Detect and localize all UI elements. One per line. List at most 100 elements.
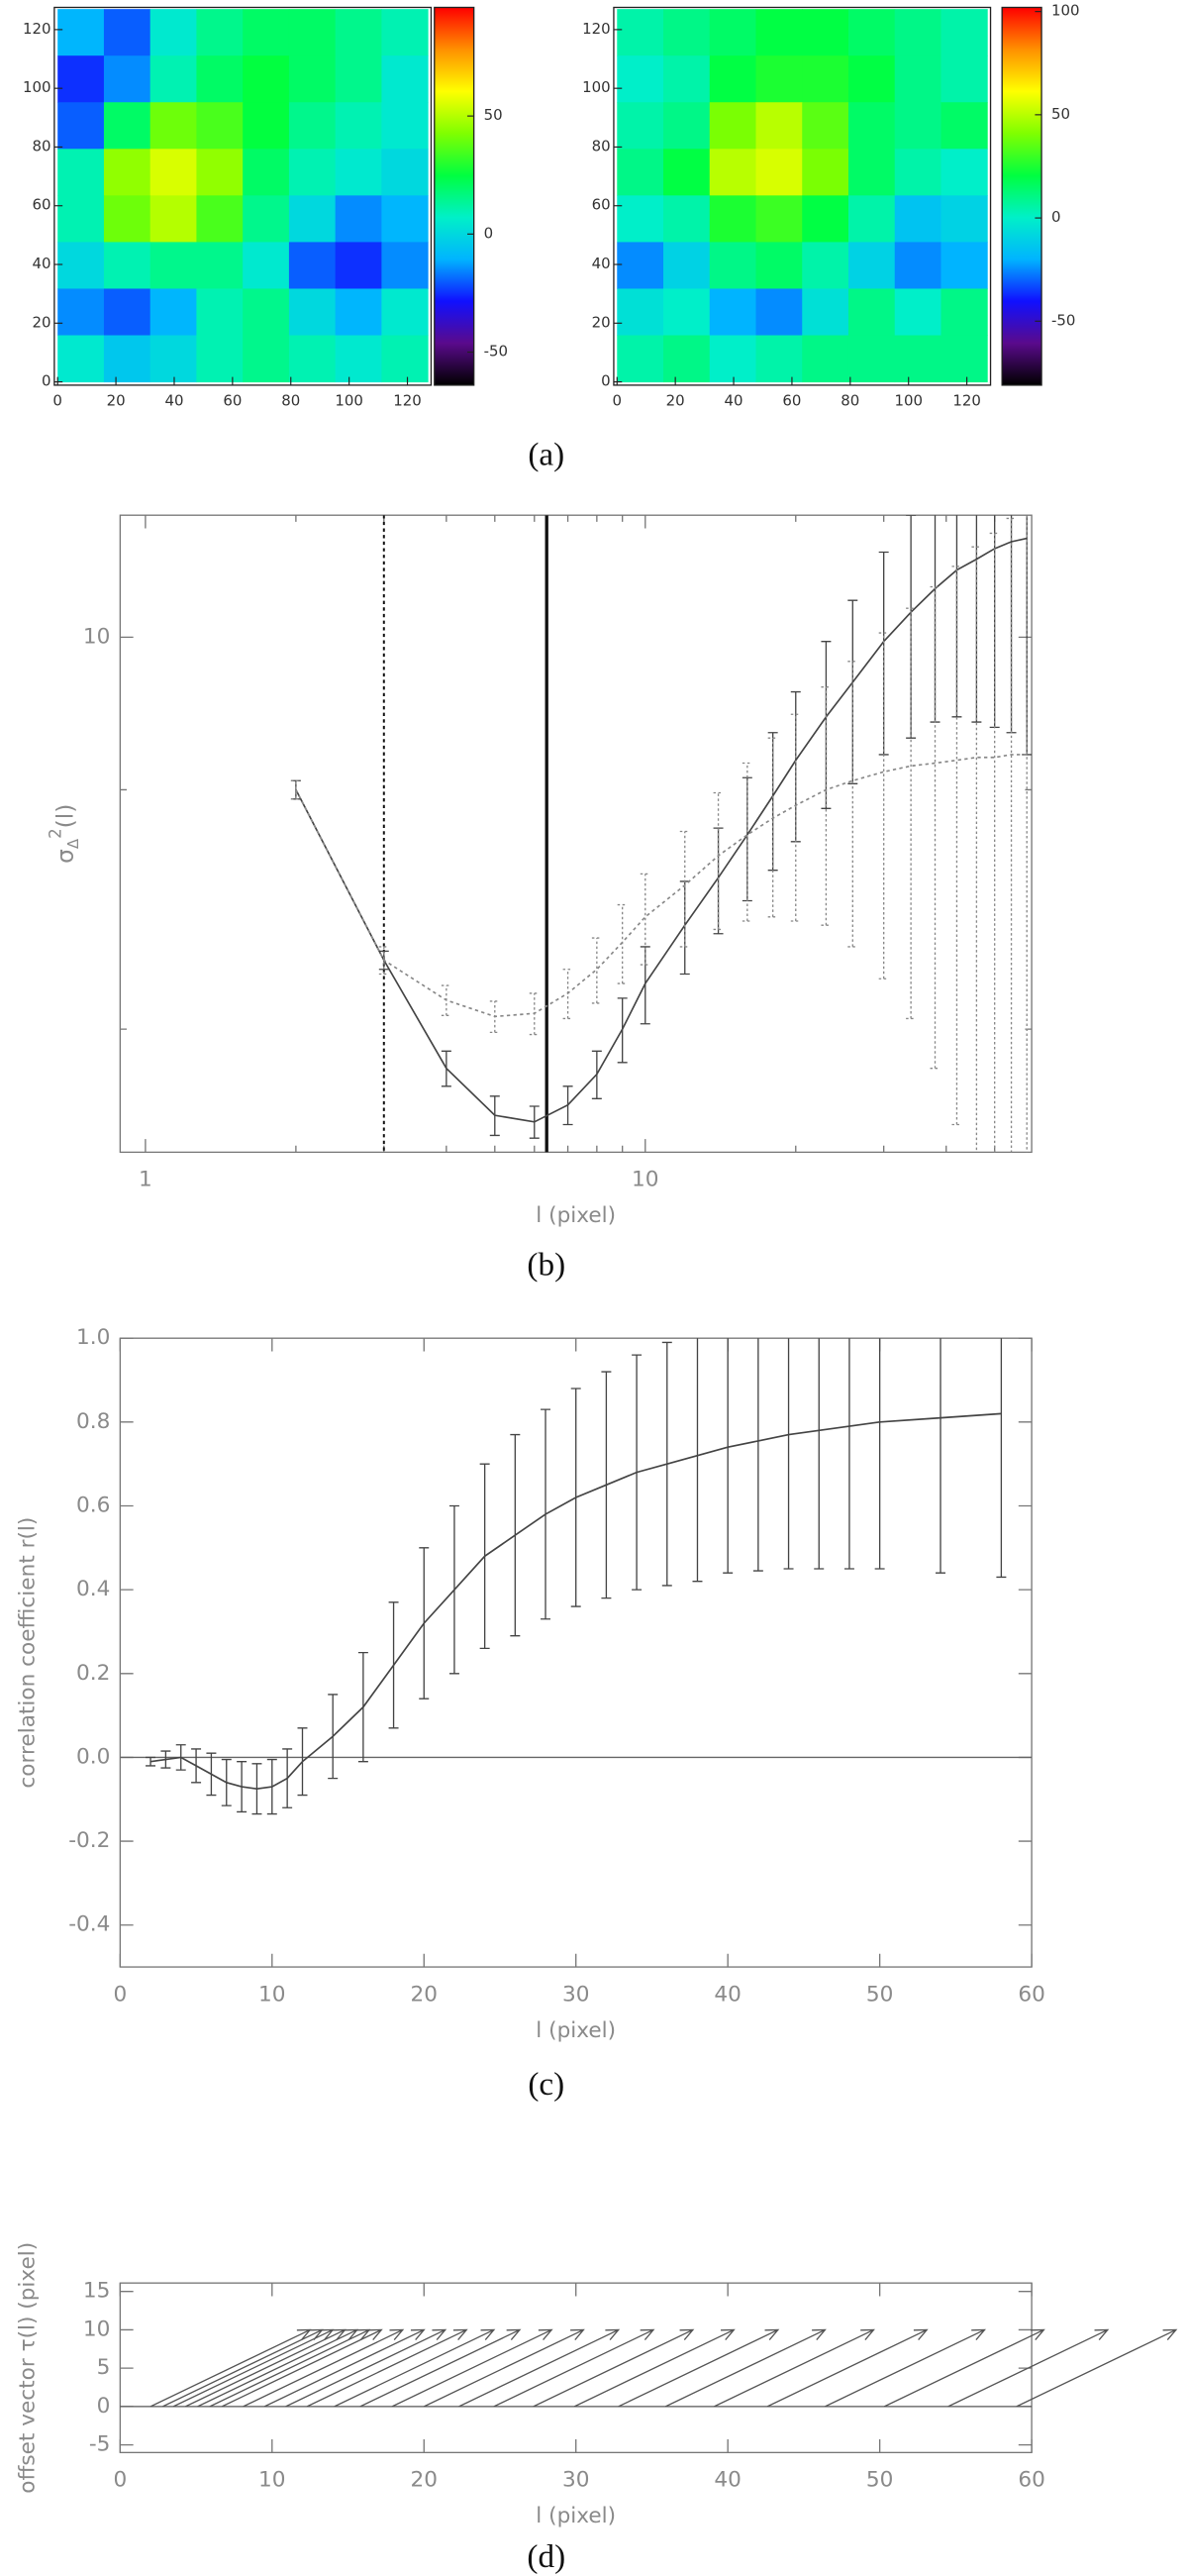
error-bar [783, 1338, 794, 1570]
error-bar [282, 1748, 293, 1808]
x-tick-label: 120 [952, 392, 981, 410]
heat-cell [663, 242, 711, 289]
heat-cell [663, 149, 711, 196]
heat-cell [196, 242, 244, 289]
offset-arrow [1016, 2328, 1178, 2408]
heat-cell [940, 195, 988, 243]
heat-cell [381, 55, 429, 103]
heat-cell [288, 335, 337, 383]
heat-cell [103, 242, 151, 289]
y-tick-label: 10 [83, 2317, 110, 2341]
heat-cell [709, 149, 756, 196]
error-bar [146, 1756, 156, 1767]
error-bar [206, 1752, 217, 1797]
heat-cell [149, 335, 197, 383]
x-tick-label: 50 [866, 2468, 893, 2493]
heat-cell [149, 195, 197, 243]
error-bar [847, 599, 858, 784]
plot-frame [53, 6, 433, 386]
heat-cell [894, 55, 941, 103]
y-tick-label: 80 [33, 137, 51, 155]
heat-cell [847, 242, 896, 289]
x-tick-label: 40 [714, 2468, 741, 2493]
x-tick-label: 40 [714, 1982, 741, 2007]
heat-cell [288, 9, 337, 56]
error-bar [843, 1338, 854, 1570]
heat-cell [940, 288, 988, 337]
y-label-base: σ [51, 849, 78, 864]
x-tick-label: 20 [107, 392, 126, 410]
colorbar-tick-label: -50 [1051, 311, 1075, 329]
offset-arrow [149, 2328, 312, 2408]
heat-cell [617, 55, 664, 103]
error-bar [191, 1748, 202, 1784]
offset-arrow [825, 2328, 986, 2408]
y-tick-label: 120 [582, 20, 611, 38]
y-axis-label: σΔ2(l) [46, 804, 82, 864]
x-tick-label: 10 [258, 1982, 285, 2007]
error-bar [441, 984, 451, 1016]
y-tick-label: 100 [582, 78, 611, 96]
colorbar-tick-label: 0 [484, 224, 494, 242]
y-tick-label: 80 [592, 137, 611, 155]
heat-cell [288, 102, 337, 150]
colorbar-tick-label: 100 [1051, 2, 1080, 20]
heat-cell [196, 55, 244, 103]
error-bar [930, 585, 940, 1070]
heatmap [617, 9, 988, 383]
heat-cell [617, 288, 664, 337]
error-bar [617, 997, 628, 1064]
offset-arrow [573, 2328, 736, 2408]
heat-cell [381, 195, 429, 243]
error-bar [562, 1085, 573, 1126]
series-line [149, 1412, 1002, 1791]
heat-cell [617, 149, 664, 196]
y-label-sub: Δ [64, 838, 82, 849]
heat-cell [381, 288, 429, 337]
heat-cell [196, 9, 244, 56]
y-tick-label: 10 [83, 624, 110, 649]
x-tick-label: 60 [1018, 1982, 1044, 2007]
heat-cell [243, 9, 290, 56]
plot-frame [119, 514, 1033, 1154]
heat-cell [802, 195, 849, 243]
heat-cell [288, 149, 337, 196]
x-axis-label: l (pixel) [536, 1203, 616, 1228]
x-tick-label: 30 [562, 1982, 589, 2007]
heat-cell [894, 149, 941, 196]
error-bar [814, 1338, 825, 1570]
heat-cell [335, 55, 382, 103]
heat-cell [894, 335, 941, 383]
colorbar-tick-label: -50 [484, 343, 508, 361]
heat-cell [381, 9, 429, 56]
error-bar [570, 1388, 581, 1607]
heat-cell [288, 288, 337, 337]
heat-cell [709, 102, 756, 150]
error-bar [821, 686, 832, 926]
heat-cell [335, 195, 382, 243]
error-bar [388, 1601, 399, 1729]
y-tick-label: 0.4 [76, 1577, 110, 1601]
error-bar [679, 830, 690, 948]
x-tick-label: 60 [1018, 2468, 1044, 2493]
error-bar [632, 1354, 643, 1591]
y-tick-label: 120 [23, 20, 51, 38]
heat-cell [894, 288, 941, 337]
heat-cell [940, 9, 988, 56]
heat-cell [243, 149, 290, 196]
y-tick-label: 0.6 [76, 1493, 110, 1517]
error-bar [874, 1338, 885, 1570]
error-bar [441, 1050, 451, 1087]
plot-area [120, 1338, 1033, 1815]
offset-arrow [334, 2328, 496, 2408]
heat-cell [663, 9, 711, 56]
heat-cell [847, 288, 896, 337]
heat-cell [57, 242, 105, 289]
heat-cell [57, 9, 105, 56]
colorbar-tick-label: 0 [1051, 208, 1061, 226]
heat-cell [103, 102, 151, 150]
heat-cell [802, 9, 849, 56]
heat-cell [894, 102, 941, 150]
series-line [295, 537, 1028, 1123]
x-tick-label: 40 [164, 392, 183, 410]
